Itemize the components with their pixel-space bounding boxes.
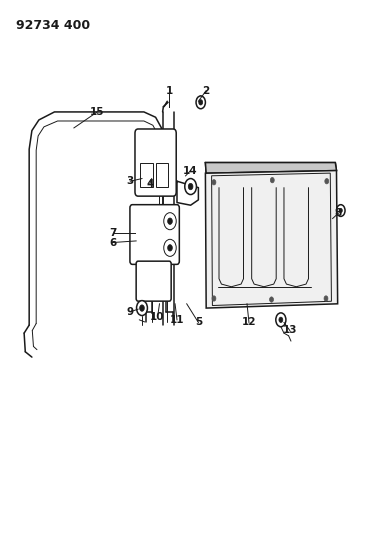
Circle shape [336,205,345,216]
Circle shape [164,213,176,230]
Text: 2: 2 [203,86,210,95]
Circle shape [185,179,196,195]
Text: 5: 5 [195,318,202,327]
Text: 12: 12 [242,318,256,327]
Text: 14: 14 [183,166,198,175]
Bar [156,163,168,187]
Circle shape [276,313,286,327]
Text: 3: 3 [127,176,134,186]
Circle shape [196,96,205,109]
Text: 15: 15 [90,107,105,117]
Bar [140,163,153,187]
FancyBboxPatch shape [130,205,179,264]
Circle shape [168,245,172,251]
Text: 4: 4 [146,179,153,189]
Text: 8: 8 [335,208,342,218]
Polygon shape [205,171,338,308]
Circle shape [339,208,342,213]
Text: 92734 400: 92734 400 [16,19,90,31]
Circle shape [324,296,328,301]
Circle shape [188,183,193,190]
Circle shape [212,296,216,301]
FancyBboxPatch shape [136,261,171,301]
Text: 7: 7 [109,229,116,238]
Circle shape [168,218,172,224]
Text: 11: 11 [170,315,184,325]
Circle shape [270,177,274,183]
Circle shape [270,297,273,302]
FancyBboxPatch shape [135,129,176,196]
Text: 13: 13 [282,326,297,335]
Circle shape [164,239,176,256]
Circle shape [325,179,329,184]
Text: 6: 6 [109,238,116,247]
Circle shape [199,100,203,105]
Text: 9: 9 [127,307,134,317]
Text: 10: 10 [150,312,165,322]
Circle shape [212,180,216,185]
Polygon shape [205,163,336,173]
Circle shape [137,301,147,316]
Circle shape [279,317,283,322]
Text: 1: 1 [166,86,173,95]
Circle shape [140,305,144,311]
